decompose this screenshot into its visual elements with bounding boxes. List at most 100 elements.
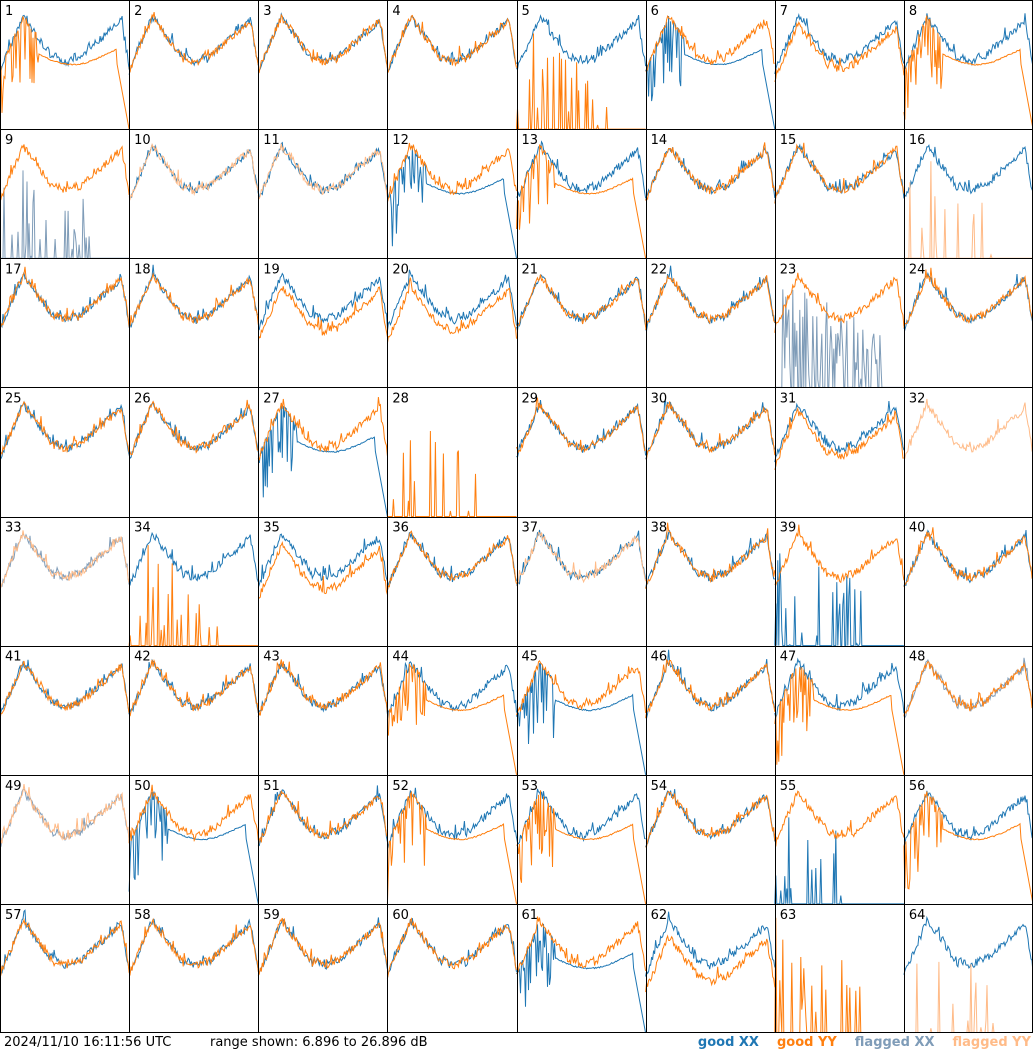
panel-38: 38 [645, 521, 776, 589]
panel-37: 37 [516, 521, 647, 587]
panel-4-yy-line [386, 14, 517, 74]
panel-label: 51 [263, 779, 280, 794]
panel-47: 47 [774, 650, 905, 775]
panel-31-yy-line [774, 406, 904, 471]
panel-label: 22 [651, 262, 668, 277]
panel-18-yy-line [128, 272, 259, 327]
panel-label: 30 [651, 391, 668, 406]
panel-35: 35 [257, 521, 388, 600]
panel-label: 23 [780, 262, 797, 277]
panel-41-xx-line [0, 659, 130, 719]
panel-label: 58 [134, 908, 151, 923]
panel-49: 49 [0, 779, 130, 849]
panel-5-yy-line [516, 33, 646, 130]
panel-2-xx-line [128, 15, 259, 75]
panel-5-xx-line [516, 14, 647, 71]
panel-53-yy-line [516, 790, 647, 904]
panel-8-xx-line [903, 13, 1033, 70]
panel-label: 6 [651, 4, 659, 19]
panel-11-yy-line [257, 143, 388, 200]
panel-37-yy-line [516, 531, 647, 587]
panel-label: 20 [392, 262, 409, 277]
panel-42-yy-line [128, 658, 259, 717]
panel-25-yy-line [0, 400, 130, 461]
panel-12-yy-line [386, 142, 517, 203]
panel-32: 32 [903, 391, 1033, 459]
panel-46-yy-line [645, 658, 776, 718]
panel-label: 47 [780, 650, 797, 665]
panel-29: 29 [516, 391, 647, 459]
panel-20-xx-line [386, 269, 517, 332]
panel-label: 28 [392, 391, 409, 406]
panel-13-xx-line [516, 140, 647, 199]
panel-54-xx-line [645, 789, 776, 848]
panel-2-yy-line [128, 11, 259, 73]
panel-label: 44 [392, 650, 409, 665]
panel-label: 2 [134, 4, 142, 19]
panel-30-yy-line [645, 401, 776, 460]
panel-40-yy-line [903, 527, 1033, 587]
panel-label: 17 [5, 262, 22, 277]
footer: 2024/11/10 16:11:56 UTC range shown: 6.8… [0, 1033, 1033, 1053]
panel-label: 19 [263, 262, 280, 277]
panel-11-xx-line [257, 141, 388, 200]
panel-50-xx-line [128, 791, 259, 904]
panel-28: 28 [387, 391, 517, 517]
panel-48-yy-line [903, 661, 1033, 717]
panel-50: 50 [128, 779, 259, 904]
panel-41: 41 [0, 650, 130, 719]
panel-16-yy-line [903, 161, 1033, 259]
panel-27: 27 [257, 391, 388, 517]
panel-label: 39 [780, 521, 797, 536]
panel-1: 1 [0, 4, 130, 130]
panel-33: 33 [0, 521, 130, 590]
panel-label: 53 [522, 779, 539, 794]
panel-label: 21 [522, 262, 539, 277]
panel-16-xx-line [903, 144, 1033, 199]
panel-58: 58 [128, 908, 259, 976]
panel-15-yy-line [774, 142, 905, 204]
panel-33-yy-line [0, 530, 130, 590]
legend-good-yy: good YY [776, 1035, 837, 1050]
panel-14: 14 [645, 133, 776, 201]
panel-54: 54 [645, 779, 776, 848]
panel-label: 60 [392, 908, 409, 923]
panel-33-xx-line [0, 533, 130, 590]
panel-1-xx-line [0, 14, 130, 73]
panel-19-yy-line [257, 286, 388, 341]
panel-label: 50 [134, 779, 151, 794]
panel-7: 7 [774, 4, 905, 83]
range-shown: range shown: 6.896 to 26.896 dB [210, 1035, 428, 1050]
panel-51-xx-line [258, 785, 388, 847]
panel-53: 53 [516, 779, 647, 904]
panel-10: 10 [128, 133, 259, 201]
panel-5: 5 [516, 4, 647, 130]
panel-47-yy-line [774, 667, 905, 775]
panel-2: 2 [128, 4, 259, 75]
panel-39-xx-line [774, 553, 904, 647]
panel-42: 42 [128, 650, 259, 717]
panel-label: 24 [909, 262, 926, 277]
panel-26-yy-line [128, 399, 259, 456]
panel-51: 51 [257, 779, 388, 847]
panel-17: 17 [0, 262, 130, 331]
panel-60-xx-line [386, 918, 517, 979]
panel-32-yy-line [903, 398, 1033, 459]
panel-45: 45 [516, 650, 647, 775]
panel-59-yy-line [257, 917, 388, 976]
panel-31-xx-line [774, 400, 905, 463]
panel-label: 36 [392, 521, 409, 536]
panel-label: 16 [909, 133, 926, 148]
panel-52: 52 [386, 779, 517, 904]
panel-52-yy-line [386, 790, 517, 904]
panel-34-yy-line [128, 545, 259, 647]
panel-61: 61 [516, 908, 647, 1033]
panel-19-xx-line [257, 272, 388, 331]
panel-23: 23 [774, 262, 905, 389]
panel-56-yy-line [903, 791, 1033, 904]
panel-62-yy-line [645, 934, 776, 993]
panel-27-yy-line [257, 396, 388, 461]
panel-60-yy-line [386, 917, 517, 979]
panel-label: 25 [5, 391, 22, 406]
panel-label: 64 [909, 908, 926, 923]
